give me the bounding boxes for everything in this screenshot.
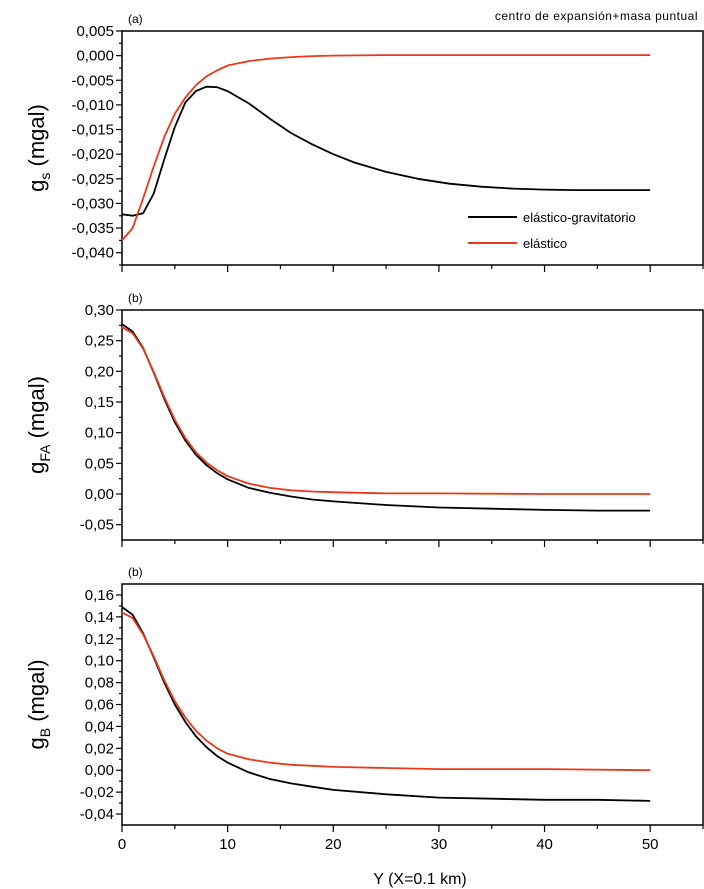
x-tick-label: 40 xyxy=(536,836,553,853)
y-tick-label: 0,02 xyxy=(85,740,114,757)
y-tick-label: 0,000 xyxy=(76,48,114,65)
y-tick-label: 0,00 xyxy=(85,762,114,779)
y-axis-label-main: g xyxy=(24,737,49,749)
y-tick-label: 0,05 xyxy=(85,455,114,472)
x-tick-label: 50 xyxy=(642,836,659,853)
series-line-elastico xyxy=(121,54,651,241)
y-tick-label: 0,16 xyxy=(85,587,114,604)
series-line-elastico xyxy=(121,611,651,772)
x-tick-label: 10 xyxy=(219,836,236,853)
y-tick-label: -0,010 xyxy=(71,97,114,114)
y-tick-label: 0,12 xyxy=(85,631,114,648)
y-tick-label: -0,030 xyxy=(71,195,114,212)
panel-label: (b) xyxy=(128,291,143,305)
y-tick-label: 0,20 xyxy=(85,363,114,380)
y-tick-label: 0,25 xyxy=(85,333,114,350)
y-axis-label: gs (mgal) xyxy=(24,104,53,192)
y-axis-label-unit: (mgal) xyxy=(24,376,49,444)
legend-entry: elástico-gravitatorio xyxy=(523,210,636,225)
y-axis-label-sub: B xyxy=(37,728,53,737)
y-tick-label: 0,15 xyxy=(85,394,114,411)
chart-panel-1: -0,040 -0,035 -0,030 -0,025 -0,020 -0,015 -0,0… xyxy=(24,12,704,272)
y-tick-label: 0,10 xyxy=(85,653,114,670)
y-axis-label-main: g xyxy=(24,462,49,474)
panel-label: (b) xyxy=(128,565,143,579)
y-tick-label: -0,025 xyxy=(71,171,114,188)
y-axis-label: gFA (mgal) xyxy=(24,376,53,474)
y-tick-label: 0,10 xyxy=(85,425,114,442)
y-tick-label: -0,035 xyxy=(71,220,114,237)
y-axis-label-unit: (mgal) xyxy=(24,104,49,172)
y-tick-label: 0,08 xyxy=(85,675,114,692)
y-tick-label: 0,14 xyxy=(85,609,114,626)
y-axis-label-main: g xyxy=(24,180,49,192)
legend-entry: elástico xyxy=(523,236,567,251)
series-line-elastico-gravitatorio xyxy=(121,606,651,802)
y-tick-label: -0,02 xyxy=(80,784,114,801)
y-tick-label: -0,05 xyxy=(80,517,114,534)
y-tick-label: -0,040 xyxy=(71,245,114,262)
plot-frame xyxy=(121,30,704,266)
plot-frame xyxy=(121,309,704,541)
y-axis-label-sub: s xyxy=(37,173,53,180)
y-tick-label: 0,06 xyxy=(85,697,114,714)
figure-annotation: centro de expansión+masa puntual xyxy=(495,9,698,23)
x-tick-label: 30 xyxy=(431,836,448,853)
y-tick-label: -0,005 xyxy=(71,72,114,89)
y-tick-label: 0,005 xyxy=(76,23,114,40)
x-tick-label: 0 xyxy=(118,836,126,853)
x-tick-label: 20 xyxy=(325,836,342,853)
chart-panel-2: -0,05 0,00 0,05 0,10 0,15 0,20 0,25 0,30 (b) gFA … xyxy=(24,291,704,547)
plot-frame xyxy=(121,583,704,826)
y-tick-label: -0,020 xyxy=(71,146,114,163)
series-line-elastico-gravitatorio xyxy=(121,323,651,512)
y-tick-label: -0,04 xyxy=(80,806,114,823)
series-line-elastico xyxy=(121,326,651,495)
y-axis-label: gB (mgal) xyxy=(24,659,53,749)
panels: -0,040-0,035-0,030-0,025-0,020-0,015-0,0… xyxy=(24,12,704,853)
x-axis-label: Y (X=0.1 km) xyxy=(373,871,467,888)
y-tick-label: -0,015 xyxy=(71,122,114,139)
series-line-elastico-gravitatorio xyxy=(121,85,651,217)
y-tick-label: 0,04 xyxy=(85,718,114,735)
y-axis-label-sub: FA xyxy=(37,444,53,462)
panel-label: (a) xyxy=(128,12,143,26)
chart-panel-3: -0,04 -0,02 0,00 0,02 0,04 0,06 0,08 0,10 0,12 0,… xyxy=(24,565,704,853)
y-tick-label: 0,00 xyxy=(85,486,114,503)
y-tick-label: 0,30 xyxy=(85,302,114,319)
y-axis-label-unit: (mgal) xyxy=(24,659,49,727)
